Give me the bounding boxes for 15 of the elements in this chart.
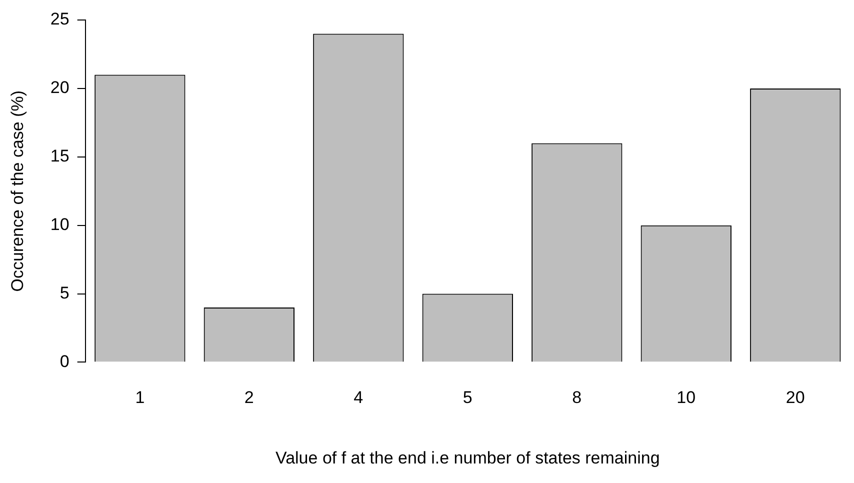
x-tick-label: 5 [462, 388, 472, 408]
y-tick-label: 25 [50, 10, 70, 29]
x-tick-label: 8 [572, 388, 582, 408]
y-tick-label: 15 [50, 146, 70, 166]
x-axis-title: Value of f at the end i.e number of states remaining [276, 448, 660, 468]
x-tick-label: 1 [135, 388, 145, 408]
x-tick-label: 4 [354, 388, 364, 408]
x-tick-label: 20 [786, 388, 805, 408]
y-axis-title: Occurence of the case (%) [8, 90, 27, 292]
x-tick-label: 10 [676, 388, 696, 408]
y-tick-label: 10 [50, 215, 70, 234]
y-tick-label: 20 [50, 78, 70, 98]
y-tick-label: 5 [60, 283, 70, 302]
x-tick-label: 2 [244, 388, 254, 408]
y-tick-label: 0 [60, 352, 70, 371]
